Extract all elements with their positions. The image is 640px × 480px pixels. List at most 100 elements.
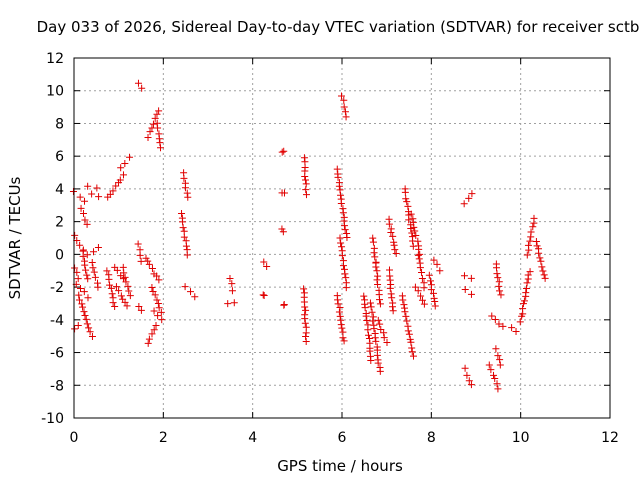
data-point <box>537 257 545 265</box>
data-point <box>460 272 468 280</box>
data-point <box>117 164 125 172</box>
data-point <box>224 300 232 308</box>
data-point <box>468 190 476 198</box>
data-point <box>374 316 382 324</box>
data-point <box>526 237 534 245</box>
data-point <box>339 209 347 217</box>
data-point <box>496 356 504 364</box>
data-point <box>399 296 407 304</box>
data-point <box>121 159 129 167</box>
data-point <box>524 271 532 279</box>
data-point <box>280 189 288 197</box>
y-tick-label: -6 <box>50 346 64 362</box>
data-point <box>512 327 520 335</box>
data-point <box>493 270 501 278</box>
data-point <box>280 301 288 309</box>
data-point <box>373 267 381 275</box>
data-point <box>302 186 310 194</box>
data-point <box>404 202 412 210</box>
data-point <box>361 304 369 312</box>
data-point <box>335 182 343 190</box>
data-point <box>465 377 473 385</box>
data-point <box>75 296 83 304</box>
data-point <box>539 267 547 275</box>
data-point <box>230 299 238 307</box>
data-point <box>338 252 346 260</box>
data-point <box>508 324 516 332</box>
data-point <box>182 242 190 250</box>
data-point <box>497 291 505 299</box>
data-point <box>409 352 417 360</box>
plot-frame <box>73 57 611 419</box>
data-point <box>259 291 267 299</box>
data-point <box>389 232 397 240</box>
data-point <box>86 328 94 336</box>
data-point <box>412 231 420 239</box>
data-point <box>81 216 89 224</box>
data-point <box>372 337 380 345</box>
data-point <box>338 324 346 332</box>
data-point <box>540 271 548 279</box>
data-point <box>403 198 411 206</box>
data-point <box>301 303 309 311</box>
data-point <box>385 220 393 228</box>
data-point <box>153 296 161 304</box>
data-point <box>154 300 162 308</box>
data-point <box>374 272 382 280</box>
data-point <box>460 200 468 208</box>
y-tick-labels: -10 -8 -6 -4 -2 0 2 4 6 8 10 12 <box>41 51 64 427</box>
data-point <box>388 294 396 302</box>
data-point <box>494 385 502 393</box>
data-point <box>179 224 187 232</box>
data-point <box>334 173 342 181</box>
data-point <box>94 283 102 291</box>
data-point <box>494 352 502 360</box>
data-point <box>340 103 348 111</box>
data-point <box>155 276 163 284</box>
data-point <box>391 246 399 254</box>
data-point <box>465 194 473 202</box>
data-point <box>181 283 189 291</box>
data-point <box>183 251 191 259</box>
y-tick-label: -2 <box>50 280 64 296</box>
data-point <box>93 184 101 192</box>
data-point <box>302 191 310 199</box>
data-point <box>369 238 377 246</box>
data-point <box>77 285 85 293</box>
data-point <box>402 312 410 320</box>
y-tick-label: -4 <box>50 313 64 329</box>
data-point <box>183 189 191 197</box>
data-point <box>155 107 163 115</box>
data-point <box>78 300 86 308</box>
data-point <box>74 275 82 283</box>
data-point <box>373 351 381 359</box>
data-point <box>495 320 503 328</box>
data-point <box>369 234 377 242</box>
data-point <box>157 308 165 316</box>
data-point <box>418 274 426 282</box>
data-point <box>386 284 394 292</box>
data-point <box>85 324 93 332</box>
x-tick-label: 4 <box>248 430 257 446</box>
data-point <box>278 148 286 156</box>
data-point <box>89 264 97 272</box>
data-point <box>108 290 116 298</box>
data-point <box>126 153 134 161</box>
data-point <box>263 262 271 270</box>
data-point <box>153 110 161 118</box>
data-point <box>524 241 532 249</box>
data-point <box>538 263 546 271</box>
data-point <box>411 283 419 291</box>
data-point <box>135 302 143 310</box>
data-point <box>83 320 91 328</box>
data-point <box>340 96 348 104</box>
data-points <box>69 79 549 393</box>
data-point <box>337 239 345 247</box>
data-point <box>389 307 397 315</box>
y-tick-label: -8 <box>50 378 64 394</box>
data-point <box>107 284 115 292</box>
data-point <box>487 366 495 374</box>
data-point <box>416 264 424 272</box>
data-point <box>523 284 531 292</box>
data-point <box>153 272 161 280</box>
